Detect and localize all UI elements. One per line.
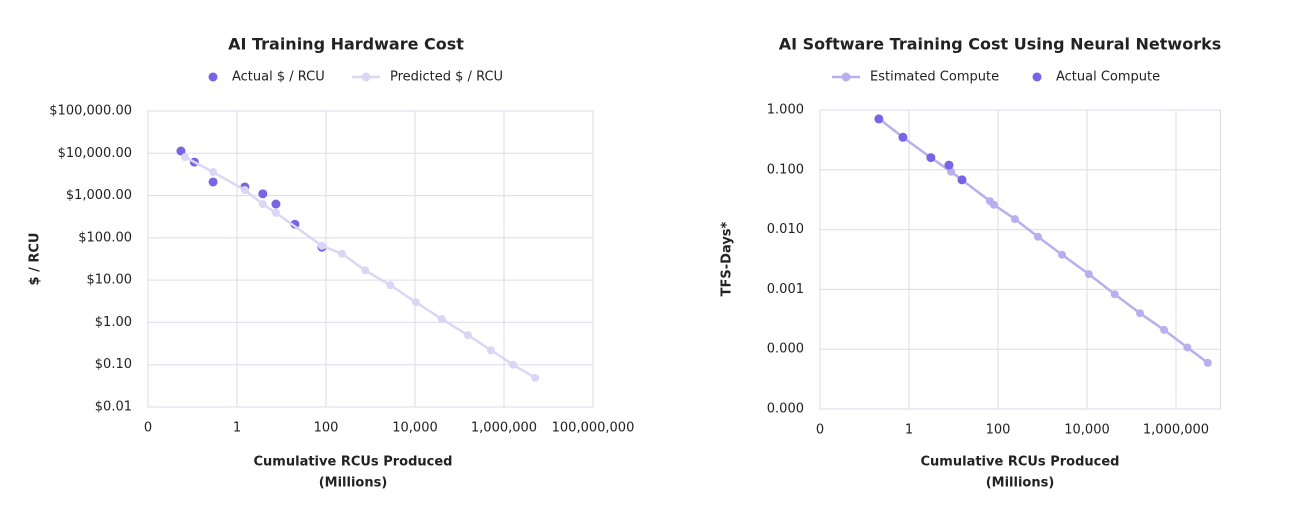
data-point xyxy=(437,315,446,324)
legend-marker xyxy=(208,72,218,82)
legend-marker xyxy=(841,72,851,82)
y-tick-label: $1,000.00 xyxy=(66,188,132,203)
y-tick-label: 0.100 xyxy=(767,162,804,177)
y-tick-label: 0.001 xyxy=(767,282,804,297)
legend-label: Predicted $ / RCU xyxy=(390,70,503,85)
data-point xyxy=(258,189,268,199)
data-point xyxy=(208,177,218,187)
data-point xyxy=(531,373,540,382)
data-point xyxy=(486,346,495,355)
x-tick-label: 100 xyxy=(986,423,1011,438)
data-point xyxy=(271,199,281,209)
series-line xyxy=(184,156,536,379)
data-point xyxy=(240,186,249,195)
legend-label: Actual $ / RCU xyxy=(232,70,325,85)
x-axis-title: Cumulative RCUs Produced xyxy=(921,455,1120,470)
x-axis-title: (Millions) xyxy=(319,476,388,491)
x-tick-label: 1,000,000 xyxy=(471,421,537,436)
data-point xyxy=(290,219,300,229)
y-tick-label: $100.00 xyxy=(78,230,132,245)
y-tick-label: $0.01 xyxy=(95,400,132,415)
y-axis-title: $ / RCU xyxy=(28,233,43,286)
data-point xyxy=(1058,250,1067,259)
y-tick-label: 0.010 xyxy=(767,222,804,237)
x-axis-title: Cumulative RCUs Produced xyxy=(254,455,453,470)
data-point xyxy=(209,168,218,177)
legend-marker xyxy=(361,72,371,82)
data-point xyxy=(411,298,420,307)
x-tick-label: 100 xyxy=(314,421,339,436)
y-tick-label: 0.000 xyxy=(767,342,804,357)
data-point xyxy=(338,249,347,258)
data-point xyxy=(926,153,936,163)
data-point xyxy=(386,281,395,290)
x-tick-label: 1 xyxy=(905,423,913,438)
plot-area xyxy=(819,109,1221,410)
x-tick-label: 1,000,000 xyxy=(1143,423,1209,438)
y-tick-label: 0.000 xyxy=(767,402,804,417)
data-point xyxy=(874,114,884,124)
chart: 0 1 100 10,000 1,000,000 0.000 0.000 0.001 0.010… xyxy=(720,35,1222,491)
series-line xyxy=(878,117,1209,364)
x-axis-title: (Millions) xyxy=(986,476,1055,491)
data-point xyxy=(1203,358,1212,367)
x-tick-label: 1 xyxy=(233,421,241,436)
data-point xyxy=(176,146,186,156)
data-point xyxy=(1183,343,1192,352)
y-axis-title: TFS-Days* xyxy=(720,221,735,296)
data-point xyxy=(1084,270,1093,279)
data-point xyxy=(898,132,908,142)
data-point xyxy=(1110,290,1119,299)
chart-title: AI Software Training Cost Using Neural N… xyxy=(779,35,1222,54)
chart: 0 1 100 10,000 1,000,000 100,000,000 $0.01 $0.1… xyxy=(28,35,635,491)
x-tick-label: 100,000,000 xyxy=(552,421,635,436)
y-tick-label: $1.00 xyxy=(95,315,132,330)
data-point xyxy=(957,175,967,185)
data-point xyxy=(989,200,998,209)
chart-title: AI Training Hardware Cost xyxy=(228,35,464,54)
x-tick-label: 0 xyxy=(144,421,152,436)
data-point xyxy=(509,360,518,369)
x-tick-label: 0 xyxy=(816,423,824,438)
data-point xyxy=(361,266,370,275)
x-tick-label: 10,000 xyxy=(392,421,438,436)
y-tick-label: 1.000 xyxy=(767,103,804,118)
data-point xyxy=(1010,215,1019,224)
y-tick-label: $10.00 xyxy=(87,273,133,288)
data-point xyxy=(1033,232,1042,241)
data-point xyxy=(258,200,267,209)
y-tick-label: $10,000.00 xyxy=(58,146,132,161)
data-point xyxy=(1135,309,1144,318)
data-point xyxy=(463,331,472,340)
legend-label: Estimated Compute xyxy=(870,70,999,85)
data-point xyxy=(181,153,190,162)
y-tick-label: $0.10 xyxy=(95,357,132,372)
data-point xyxy=(944,160,954,170)
data-point xyxy=(271,208,280,217)
data-point xyxy=(1160,325,1169,334)
plot-area xyxy=(147,110,594,408)
y-tick-label: $100,000.00 xyxy=(49,104,132,119)
legend-label: Actual Compute xyxy=(1056,70,1160,85)
x-tick-label: 10,000 xyxy=(1064,423,1110,438)
data-point xyxy=(947,167,956,176)
legend-marker xyxy=(1032,72,1042,82)
data-point xyxy=(317,241,326,250)
